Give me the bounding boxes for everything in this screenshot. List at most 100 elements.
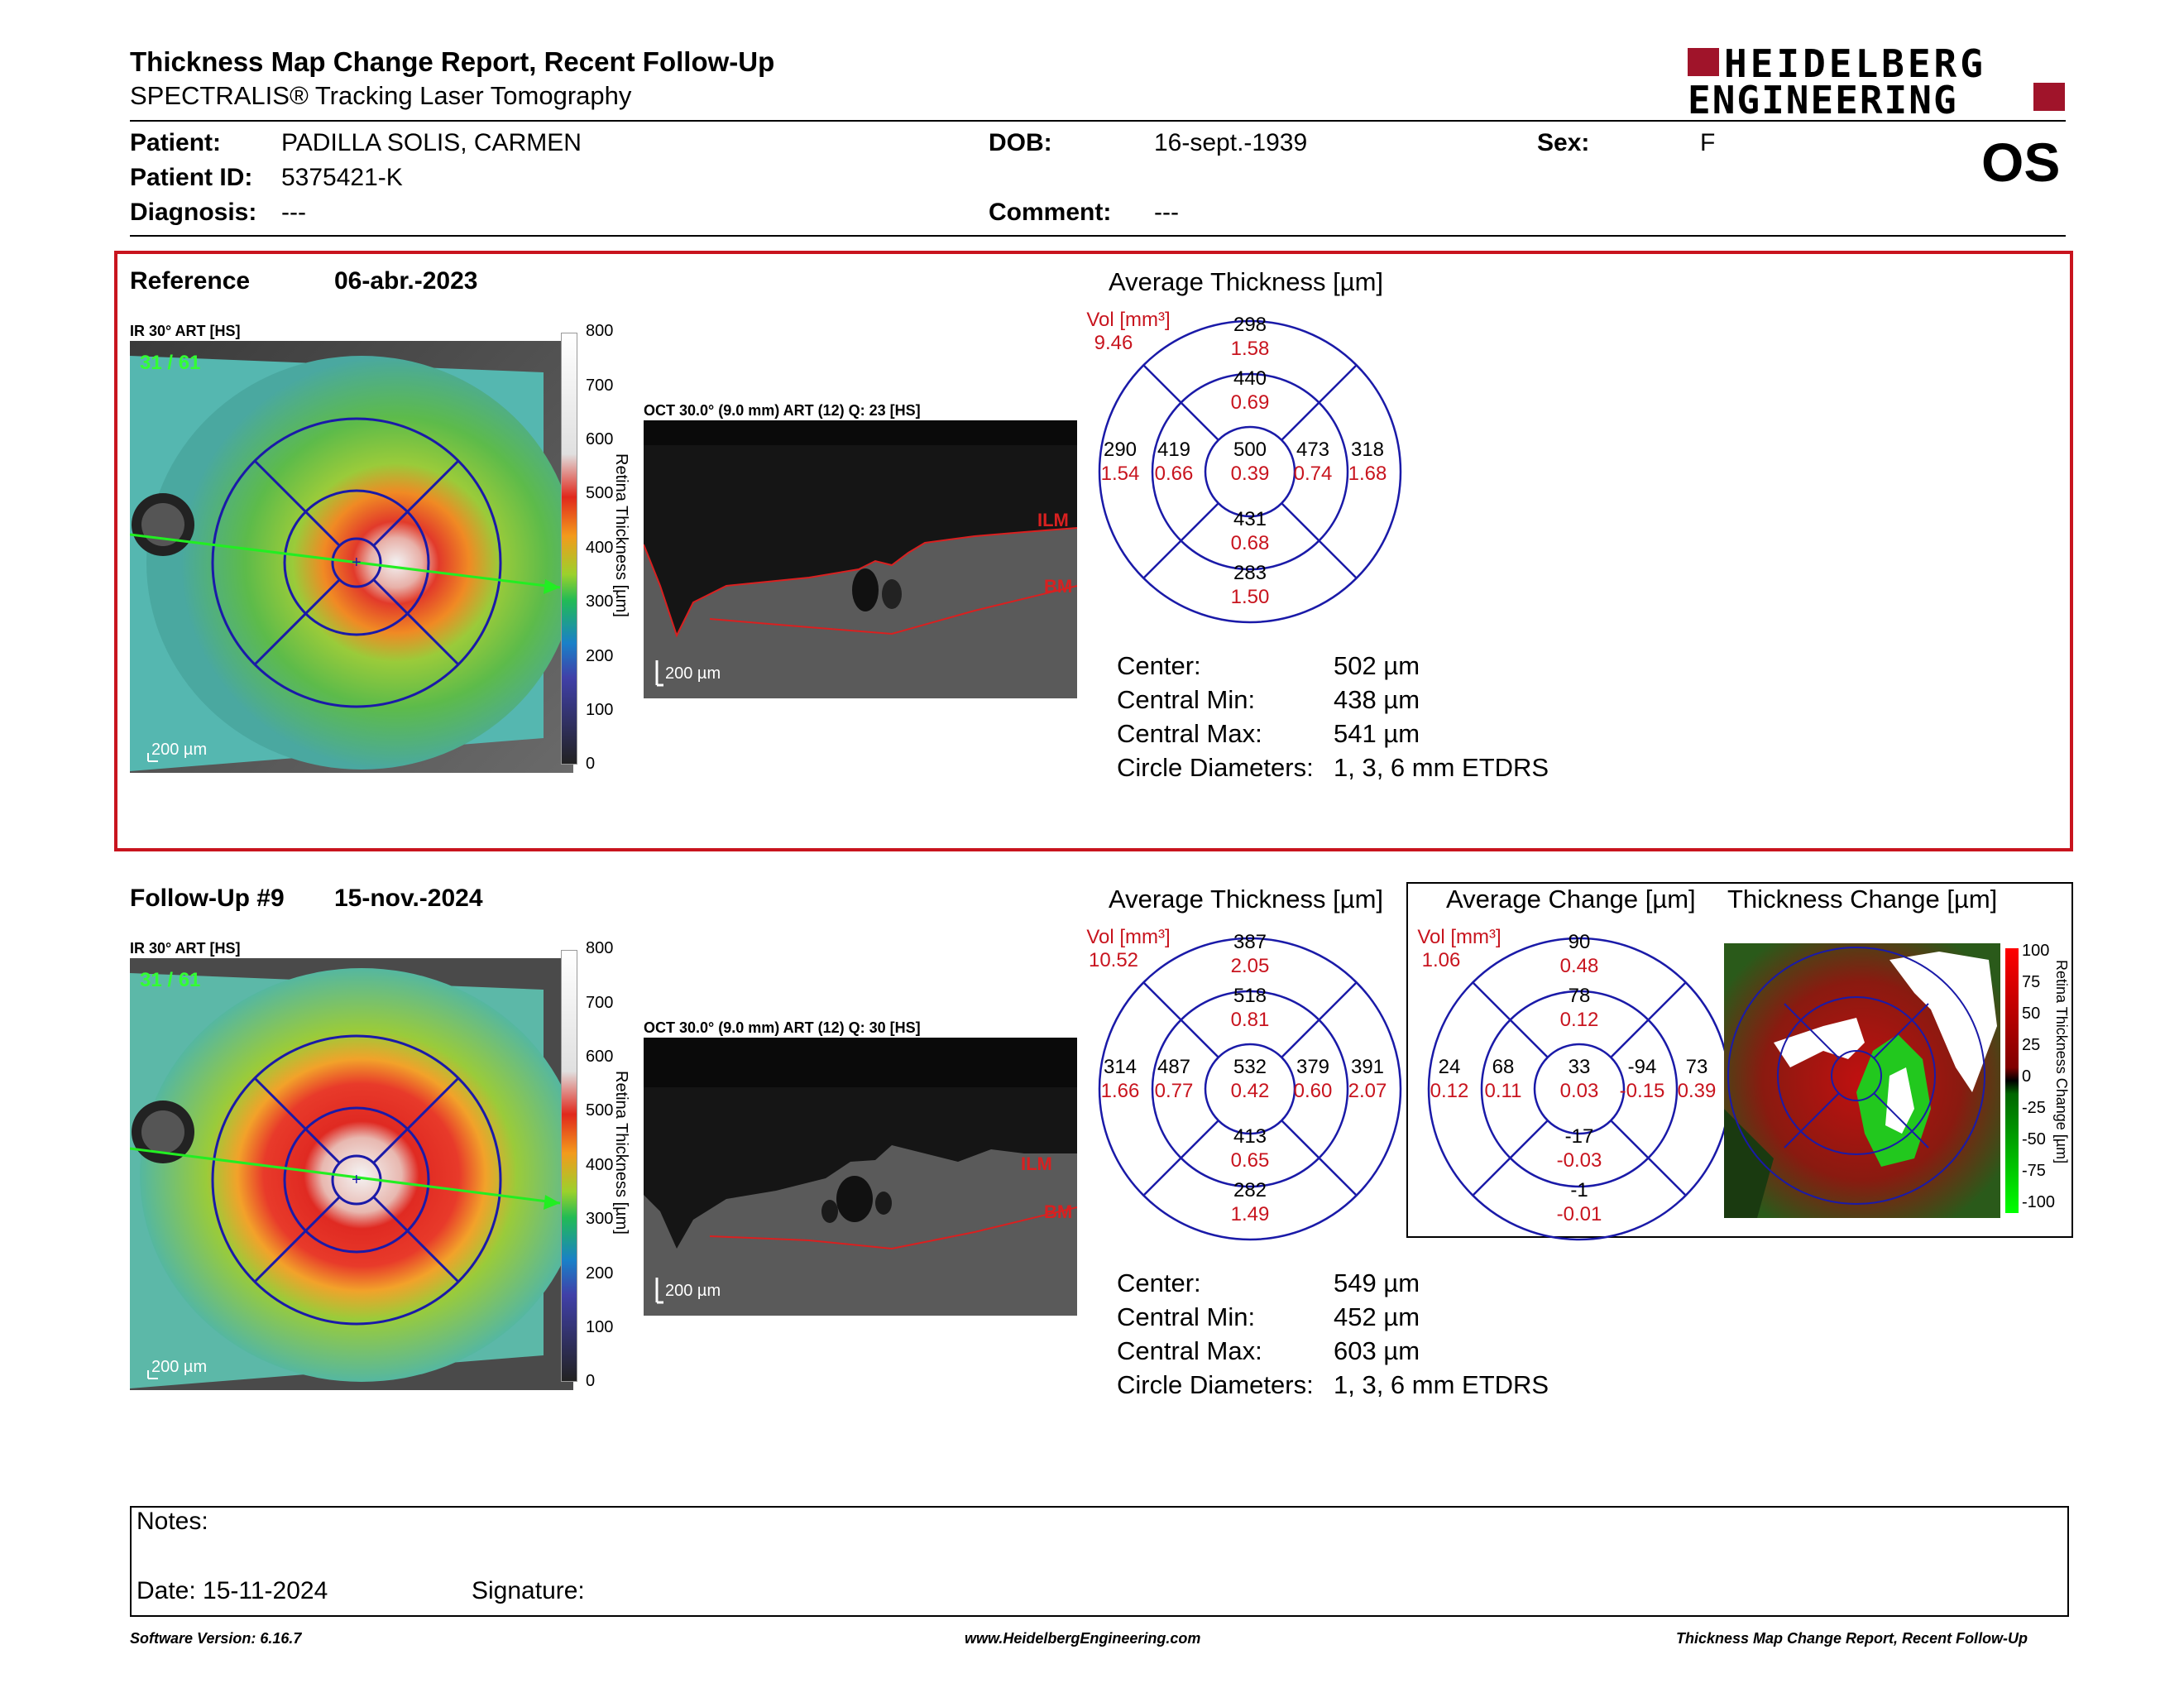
dob-label: DOB: xyxy=(989,129,1052,156)
notes-date: Date: 15-11-2024 xyxy=(136,1577,328,1604)
followup-date: 15-nov.-2024 xyxy=(334,885,483,912)
etdrs-outer-left-volume: 1.66 xyxy=(1101,1080,1140,1102)
etdrs-inner-left-volume: 0.66 xyxy=(1155,463,1194,485)
change-inner-bottom-thickness: -17 xyxy=(1565,1125,1594,1148)
followup-tick: 600 xyxy=(586,1048,614,1066)
reference-tick: 300 xyxy=(586,592,614,611)
reference-oct-scale: 200 µm xyxy=(665,664,721,683)
change-tick: -50 xyxy=(2022,1130,2046,1149)
followup-tick: 800 xyxy=(586,939,614,957)
website-link[interactable]: www.HeidelbergEngineering.com xyxy=(965,1630,1201,1647)
reference-frame-counter: 31 / 61 xyxy=(140,352,200,374)
change-tick: 25 xyxy=(2022,1036,2041,1054)
etdrs-inner-top-thickness: 440 xyxy=(1233,367,1267,390)
stat-key: Center: xyxy=(1117,651,1201,680)
stat-key: Circle Diameters: xyxy=(1117,753,1314,782)
stat-key: Central Max: xyxy=(1117,719,1262,748)
etdrs-outer-left-thickness: 314 xyxy=(1104,1056,1137,1078)
footer-report-name: Thickness Map Change Report, Recent Foll… xyxy=(1676,1630,2028,1647)
signature-label[interactable]: Signature: xyxy=(472,1577,585,1604)
reference-vol-total: 9.46 xyxy=(1094,332,1133,354)
etdrs-inner-top-thickness: 518 xyxy=(1233,985,1267,1007)
reference-tick: 200 xyxy=(586,647,614,665)
reference-thickness-map: 31 / 61 + 200 µm xyxy=(129,341,577,773)
etdrs-center-volume: 0.39 xyxy=(1231,463,1270,485)
reference-etdrs-grid: Vol [mm³] 9.46 298 1.58 440 0.69 290 1.5… xyxy=(1084,306,1415,637)
etdrs-outer-bottom-volume: 1.49 xyxy=(1231,1203,1270,1225)
change-outer-left-volume: 0.12 xyxy=(1430,1080,1469,1102)
patient-id-label: Patient ID: xyxy=(130,164,253,191)
stat-value: 541 µm xyxy=(1334,719,1420,748)
reference-tick: 400 xyxy=(586,539,614,557)
change-vol-label: Vol [mm³] xyxy=(1417,926,1501,948)
etdrs-inner-right-volume: 0.74 xyxy=(1294,463,1333,485)
etdrs-outer-right-volume: 1.68 xyxy=(1348,463,1387,485)
change-colorbar xyxy=(2005,948,2019,1213)
reference-ir-caption: IR 30° ART [HS] xyxy=(130,323,241,339)
heidelberg-logo: HEIDELBERG ENGINEERING xyxy=(1688,41,2068,122)
change-inner-left-thickness: 68 xyxy=(1492,1056,1515,1078)
eye-indicator: OS xyxy=(1981,132,2061,193)
followup-tick: 400 xyxy=(586,1156,614,1174)
followup-label: Follow-Up #9 xyxy=(130,885,285,912)
notes-box[interactable] xyxy=(130,1506,2069,1617)
etdrs-inner-bottom-thickness: 413 xyxy=(1233,1125,1267,1148)
etdrs-outer-top-volume: 2.05 xyxy=(1231,955,1270,977)
etdrs-outer-bottom-volume: 1.50 xyxy=(1231,586,1270,608)
change-center-volume: 0.03 xyxy=(1560,1080,1599,1102)
etdrs-inner-bottom-volume: 0.68 xyxy=(1231,532,1270,554)
change-inner-left-volume: 0.11 xyxy=(1485,1080,1522,1102)
etdrs-outer-right-thickness: 391 xyxy=(1351,1056,1384,1078)
etdrs-outer-top-thickness: 298 xyxy=(1233,314,1267,336)
change-tick: 75 xyxy=(2022,973,2041,991)
reference-oct-caption: OCT 30.0° (9.0 mm) ART (12) Q: 23 [HS] xyxy=(644,402,921,419)
change-tick: 100 xyxy=(2022,942,2050,960)
reference-oct-scan: ILM BM 200 µm xyxy=(643,420,1078,698)
etdrs-center-thickness: 500 xyxy=(1233,439,1267,461)
stat-value: 438 µm xyxy=(1334,685,1420,714)
change-tick: -25 xyxy=(2022,1099,2046,1117)
stat-key: Circle Diameters: xyxy=(1117,1370,1314,1399)
average-change-title: Average Change [µm] xyxy=(1446,885,1696,914)
change-inner-top-thickness: 78 xyxy=(1569,985,1591,1007)
reference-bm-label: BM xyxy=(1044,576,1072,597)
change-colorbar-label: Retina Thickness Change [µm] xyxy=(2053,960,2070,1164)
followup-colorbar-label: Retina Thickness [µm] xyxy=(612,1071,630,1235)
reference-label: Reference xyxy=(130,267,251,295)
reference-tick: 500 xyxy=(586,484,614,502)
reference-tick: 800 xyxy=(586,322,614,340)
change-inner-right-volume: -0.15 xyxy=(1620,1080,1665,1102)
change-outer-top-volume: 0.48 xyxy=(1560,955,1599,977)
etdrs-inner-top-volume: 0.69 xyxy=(1231,391,1270,414)
change-outer-bottom-thickness: -1 xyxy=(1570,1179,1588,1201)
reference-colorbar-label: Retina Thickness [µm] xyxy=(612,453,630,617)
followup-tick: 100 xyxy=(586,1318,614,1336)
logo-line2: ENGINEERING xyxy=(1688,78,1958,122)
change-center-thickness: 33 xyxy=(1569,1056,1591,1078)
change-inner-top-volume: 0.12 xyxy=(1560,1009,1599,1031)
stat-value: 452 µm xyxy=(1334,1302,1420,1331)
change-inner-right-thickness: -94 xyxy=(1628,1056,1657,1078)
followup-etdrs-grid: Vol [mm³] 10.52 387 2.05 518 0.81 314 1.… xyxy=(1084,923,1415,1254)
etdrs-center-thickness: 532 xyxy=(1233,1056,1267,1078)
followup-tick: 500 xyxy=(586,1101,614,1120)
etdrs-inner-left-thickness: 487 xyxy=(1157,1056,1190,1078)
reference-tick: 100 xyxy=(586,701,614,719)
etdrs-inner-left-volume: 0.77 xyxy=(1155,1080,1194,1102)
etdrs-inner-right-thickness: 473 xyxy=(1296,439,1329,461)
followup-tick: 200 xyxy=(586,1264,614,1283)
etdrs-outer-right-volume: 2.07 xyxy=(1348,1080,1387,1102)
stat-key: Central Min: xyxy=(1117,1302,1256,1331)
stat-key: Central Max: xyxy=(1117,1336,1262,1365)
followup-bm-label: BM xyxy=(1044,1201,1072,1222)
etdrs-outer-left-volume: 1.54 xyxy=(1101,463,1140,485)
stat-key: Center: xyxy=(1117,1268,1201,1297)
diagnosis-label: Diagnosis: xyxy=(130,199,257,226)
reference-tick: 700 xyxy=(586,376,614,395)
report-title: Thickness Map Change Report, Recent Foll… xyxy=(130,46,775,77)
patient-label: Patient: xyxy=(130,129,222,156)
patient-id: 5375421-K xyxy=(281,164,403,191)
notes-label: Notes: xyxy=(136,1508,208,1535)
followup-tick: 0 xyxy=(586,1372,596,1390)
etdrs-inner-right-thickness: 379 xyxy=(1296,1056,1329,1078)
